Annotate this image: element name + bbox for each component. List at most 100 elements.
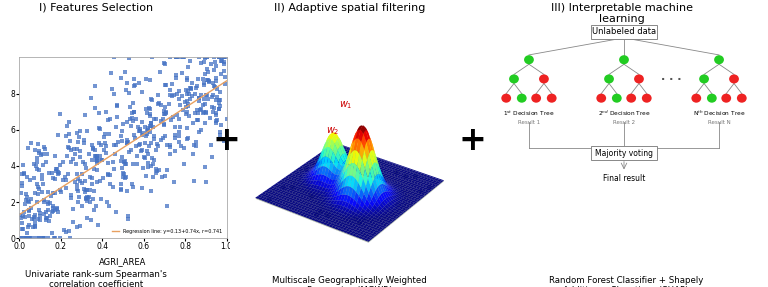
Point [48, 236, 61, 241]
Point [214, 130, 227, 134]
Point [178, 55, 190, 60]
Point [170, 92, 183, 96]
Point [201, 67, 214, 71]
Point [28, 236, 41, 241]
Point [127, 162, 139, 167]
Point [206, 94, 218, 99]
Point [15, 191, 27, 195]
Point [181, 110, 194, 115]
Point [170, 76, 183, 80]
Point [37, 182, 49, 187]
Point [118, 158, 131, 163]
Point [43, 171, 55, 176]
Point [220, 116, 233, 121]
Point [51, 133, 64, 137]
Point [210, 64, 223, 69]
Point [187, 93, 199, 98]
Point [41, 215, 54, 220]
FancyBboxPatch shape [591, 146, 657, 160]
Point [91, 161, 104, 166]
Point [61, 154, 73, 158]
Point [157, 109, 170, 114]
Point [83, 195, 95, 199]
Point [102, 173, 114, 178]
Point [123, 150, 135, 155]
Point [122, 91, 134, 96]
Point [144, 129, 157, 134]
Point [91, 156, 103, 160]
Point [203, 79, 215, 84]
Point [193, 96, 205, 100]
Point [73, 135, 85, 139]
Point [132, 129, 144, 134]
Point [192, 77, 204, 82]
Point [213, 101, 225, 105]
Point [55, 190, 67, 195]
Point [195, 127, 207, 132]
Point [157, 123, 170, 127]
Point [59, 178, 71, 183]
Point [78, 186, 91, 191]
Point [91, 158, 104, 162]
Point [71, 131, 83, 135]
Point [14, 236, 26, 241]
Point [25, 141, 38, 145]
Point [139, 140, 151, 145]
Point [160, 111, 172, 115]
Point [177, 55, 189, 60]
Point [126, 181, 138, 186]
Point [201, 77, 214, 82]
Point [124, 104, 137, 109]
Point [34, 211, 46, 215]
Point [210, 112, 222, 117]
Point [35, 152, 47, 157]
Point [161, 203, 173, 208]
Point [21, 174, 33, 179]
Point [51, 167, 63, 171]
Point [131, 162, 143, 166]
Point [141, 131, 153, 136]
Point [137, 166, 150, 170]
Point [88, 148, 101, 153]
Point [121, 141, 133, 145]
Point [83, 152, 95, 156]
Point [151, 169, 163, 173]
Point [127, 109, 140, 114]
Text: Result N: Result N [707, 120, 730, 125]
Point [37, 236, 49, 241]
Text: +: + [213, 124, 240, 157]
Point [101, 118, 114, 123]
Point [115, 159, 127, 163]
Point [91, 168, 103, 172]
Point [199, 101, 211, 106]
Point [128, 77, 141, 82]
Point [16, 227, 28, 231]
Point [101, 160, 114, 165]
Point [100, 151, 112, 155]
Point [191, 111, 204, 115]
Point [161, 143, 174, 148]
Point [197, 96, 210, 101]
Point [164, 88, 177, 92]
Point [31, 167, 43, 171]
Text: II) Adaptive spatial filtering: II) Adaptive spatial filtering [273, 3, 425, 13]
Point [81, 188, 93, 192]
Point [79, 162, 91, 167]
Point [208, 67, 220, 72]
Point [214, 97, 227, 102]
Point [184, 86, 196, 90]
Point [32, 168, 45, 172]
Point [181, 98, 194, 103]
Point [191, 118, 204, 123]
Point [179, 99, 191, 104]
Point [79, 113, 91, 117]
Point [209, 85, 221, 90]
Point [52, 210, 65, 214]
Point [208, 84, 220, 88]
Point [71, 200, 84, 204]
Point [91, 159, 103, 164]
Point [104, 116, 117, 121]
Point [16, 183, 28, 188]
Point [147, 175, 159, 179]
Point [32, 236, 45, 241]
